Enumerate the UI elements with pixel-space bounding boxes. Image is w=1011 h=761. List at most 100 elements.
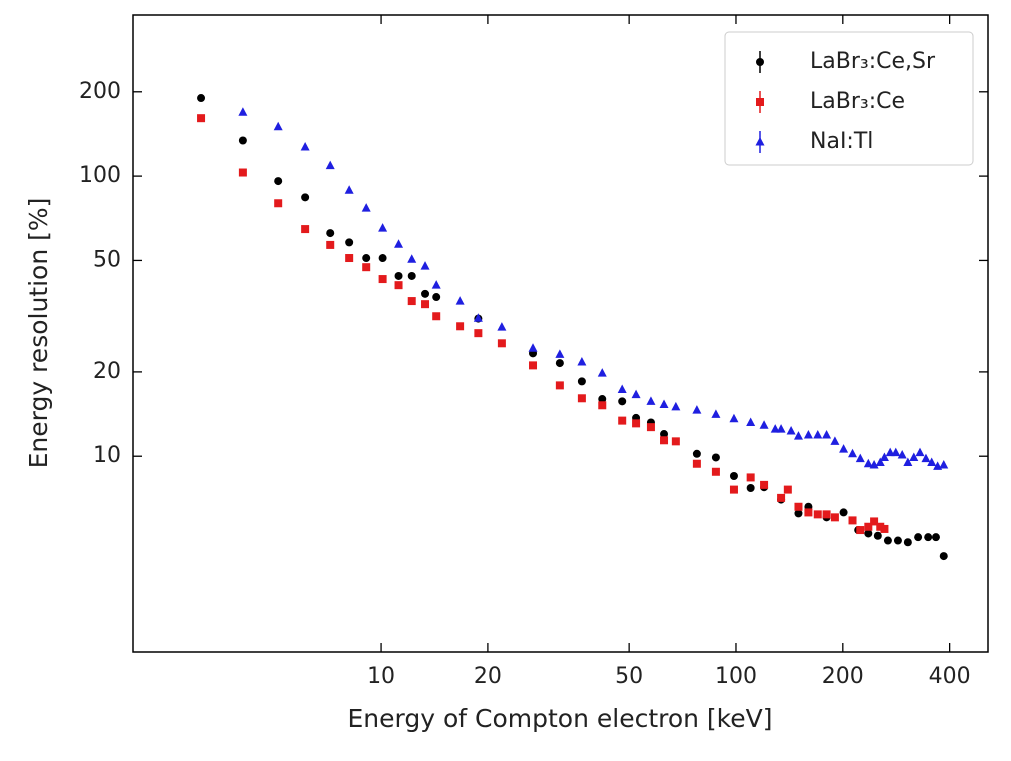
data-point — [660, 436, 669, 445]
data-point — [746, 417, 756, 426]
data-point — [880, 524, 889, 533]
data-point — [746, 473, 755, 482]
data-point — [864, 522, 873, 531]
data-point — [903, 457, 913, 466]
data-point — [893, 536, 902, 545]
data-point — [361, 203, 371, 212]
data-point — [301, 225, 310, 234]
legend-marker — [756, 58, 764, 66]
data-point — [646, 396, 656, 405]
data-point — [378, 275, 387, 284]
data-point — [238, 168, 247, 177]
data-point — [839, 444, 849, 453]
data-point — [394, 281, 403, 290]
data-point — [344, 185, 354, 194]
data-point — [794, 502, 803, 511]
data-point — [631, 389, 641, 399]
data-point — [577, 356, 587, 366]
data-point — [362, 263, 371, 272]
data-point — [555, 349, 565, 358]
data-point — [345, 254, 354, 263]
data-point — [759, 420, 769, 429]
data-point — [474, 329, 483, 338]
data-point — [394, 271, 403, 280]
data-point — [864, 529, 873, 538]
legend-marker — [755, 137, 765, 146]
data-point — [939, 460, 949, 469]
data-point — [432, 312, 441, 321]
data-point — [909, 452, 919, 461]
data-point — [378, 254, 387, 263]
data-point — [407, 254, 417, 263]
data-point — [848, 448, 858, 458]
data-point — [875, 457, 885, 466]
data-point — [803, 430, 813, 439]
data-point — [473, 313, 483, 322]
data-point — [325, 160, 335, 170]
data-point — [632, 419, 641, 428]
data-point — [879, 452, 889, 461]
data-point — [863, 458, 873, 468]
data-point — [822, 510, 831, 519]
data-point — [939, 552, 948, 561]
data-point — [362, 254, 371, 263]
data-point — [238, 107, 248, 116]
data-point — [497, 322, 507, 331]
y-axis-label: Energy resolution [%] — [24, 198, 53, 469]
data-point — [407, 297, 416, 306]
data-point — [692, 405, 702, 414]
x-tick-label: 10 — [367, 664, 395, 689]
data-point — [555, 359, 564, 368]
x-tick-label: 50 — [615, 664, 643, 689]
data-point — [529, 361, 538, 370]
data-point — [830, 436, 840, 445]
data-point — [915, 447, 925, 457]
data-point — [274, 199, 283, 208]
y-tick-label: 50 — [93, 247, 121, 272]
data-point — [869, 460, 879, 469]
data-point — [777, 493, 786, 502]
data-point — [421, 300, 430, 309]
legend-label: NaI:Tl — [810, 129, 873, 154]
data-point — [671, 437, 680, 446]
data-point — [273, 121, 283, 131]
data-point — [883, 536, 892, 545]
data-point — [876, 522, 885, 531]
data-point — [839, 508, 848, 517]
data-point — [660, 430, 669, 439]
data-point — [711, 453, 720, 462]
data-point — [786, 426, 796, 435]
data-point — [921, 453, 931, 463]
data-point — [646, 423, 655, 432]
data-point — [770, 424, 780, 433]
y-tick-label: 20 — [93, 359, 121, 384]
data-point — [794, 509, 803, 518]
data-point — [729, 413, 739, 423]
data-point — [597, 368, 607, 377]
data-point — [729, 471, 738, 480]
data-point — [729, 485, 738, 494]
data-point — [903, 538, 912, 547]
data-point — [870, 517, 879, 526]
data-point — [345, 238, 354, 247]
y-tick-label: 10 — [93, 443, 121, 468]
x-tick-label: 400 — [929, 664, 971, 689]
data-point — [659, 399, 669, 408]
data-point — [927, 457, 937, 466]
data-point — [813, 510, 822, 519]
data-point — [873, 531, 882, 540]
data-point — [711, 409, 721, 418]
data-point — [497, 339, 506, 348]
data-point — [301, 193, 310, 202]
data-point — [931, 533, 940, 542]
data-point — [914, 533, 923, 542]
data-point — [813, 430, 823, 439]
data-point — [197, 94, 206, 103]
data-point — [598, 395, 607, 404]
data-point — [577, 377, 586, 386]
data-point — [692, 459, 701, 468]
data-point — [618, 397, 627, 406]
y-tick-label: 100 — [79, 163, 121, 188]
data-point — [394, 239, 404, 248]
